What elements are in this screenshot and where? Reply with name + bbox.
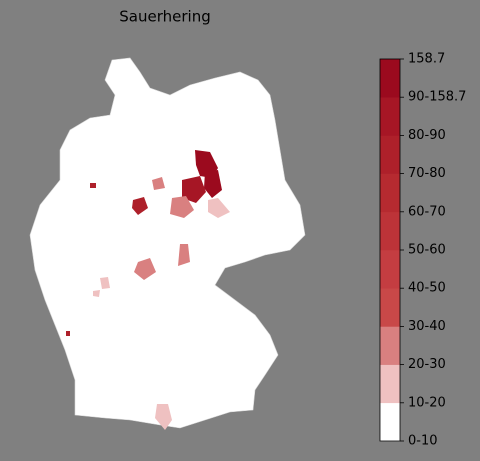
colorbar-label: 10-20 [408, 395, 446, 410]
colorbar-segment [380, 173, 400, 213]
map-title: Sauerhering [119, 8, 210, 26]
colorbar-segment [380, 135, 400, 174]
region [66, 331, 70, 336]
region [178, 244, 190, 266]
colorbar-segment [380, 326, 400, 365]
colorbar-label: 0-10 [408, 434, 438, 449]
colorbar-label: 60-70 [408, 204, 446, 219]
colorbar-segment [380, 211, 400, 251]
region [132, 197, 148, 215]
colorbar-label: 50-60 [408, 243, 446, 258]
region [93, 290, 100, 297]
region [152, 177, 165, 190]
colorbar-label: 40-50 [408, 281, 446, 296]
region [134, 258, 156, 280]
colorbar-label: 20-30 [408, 357, 446, 372]
colorbar-label: 158.7 [408, 52, 445, 67]
colorbar-segment [380, 250, 400, 289]
region [182, 176, 206, 203]
colorbar-segment [380, 364, 400, 404]
colorbar-segment [380, 97, 400, 136]
colorbar-label: 80-90 [408, 128, 446, 143]
region [204, 170, 222, 198]
colorbar-label: 70-80 [408, 166, 446, 181]
country-outline [29, 57, 306, 429]
colorbar-segment [380, 288, 400, 327]
colorbar-segment [380, 402, 400, 442]
region [155, 404, 172, 430]
region [208, 198, 230, 218]
colorbar-label: 90-158.7 [408, 90, 466, 105]
region [170, 196, 194, 218]
colorbar-segment [380, 59, 400, 98]
colorbar-label: 30-40 [408, 319, 446, 334]
region [90, 183, 96, 188]
region [100, 277, 110, 289]
